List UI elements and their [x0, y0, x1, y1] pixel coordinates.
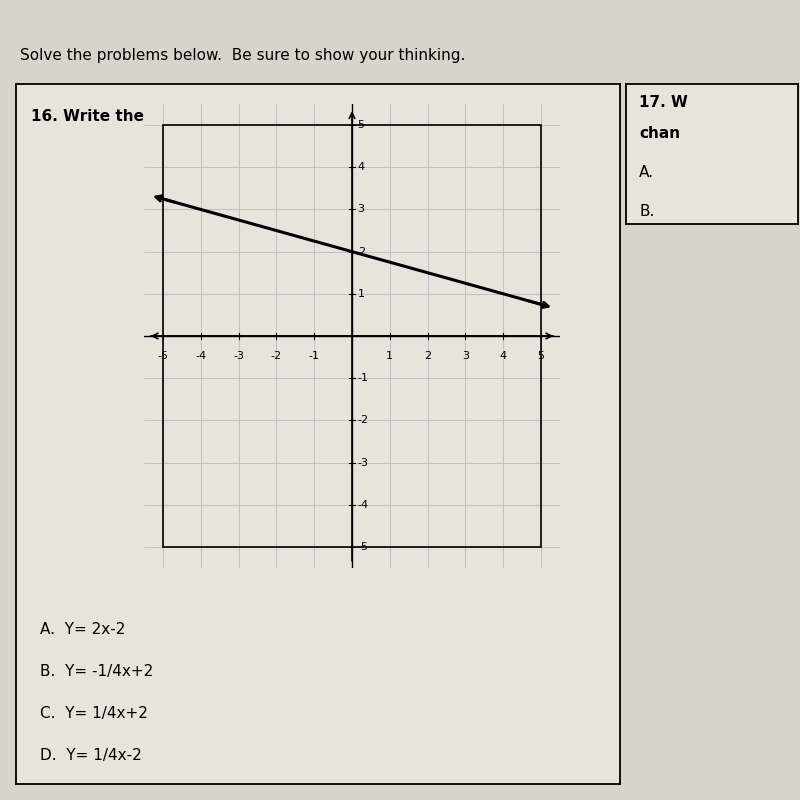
Text: B.  Y= -1/4x+2: B. Y= -1/4x+2: [40, 664, 154, 679]
Text: Solve the problems below.  Be sure to show your thinking.: Solve the problems below. Be sure to sho…: [20, 48, 466, 63]
Text: 16. Write the equation of the line graphed below.: 16. Write the equation of the line graph…: [31, 109, 456, 123]
Text: 1: 1: [386, 350, 394, 361]
Text: 5: 5: [538, 350, 545, 361]
Text: -5: -5: [158, 350, 169, 361]
Text: A.: A.: [639, 166, 654, 180]
Text: -1: -1: [309, 350, 320, 361]
Text: -4: -4: [358, 500, 369, 510]
Text: 2: 2: [424, 350, 431, 361]
Text: 3: 3: [358, 205, 365, 214]
Text: -3: -3: [233, 350, 244, 361]
Text: C.  Y= 1/4x+2: C. Y= 1/4x+2: [40, 706, 148, 721]
Text: A.  Y= 2x-2: A. Y= 2x-2: [40, 622, 126, 637]
Text: B.: B.: [639, 204, 654, 219]
Text: 4: 4: [358, 162, 365, 172]
Text: -5: -5: [358, 542, 369, 552]
Text: chan: chan: [639, 126, 681, 141]
Text: 4: 4: [500, 350, 507, 361]
Text: -1: -1: [358, 373, 369, 383]
Text: -2: -2: [271, 350, 282, 361]
Text: 3: 3: [462, 350, 469, 361]
Text: 17. W: 17. W: [639, 95, 688, 110]
Text: -4: -4: [195, 350, 206, 361]
Text: 5: 5: [358, 120, 365, 130]
Text: 2: 2: [358, 246, 365, 257]
Text: 1: 1: [358, 289, 365, 299]
Text: -3: -3: [358, 458, 369, 467]
Text: -2: -2: [358, 415, 369, 426]
Text: D.  Y= 1/4x-2: D. Y= 1/4x-2: [40, 748, 142, 763]
